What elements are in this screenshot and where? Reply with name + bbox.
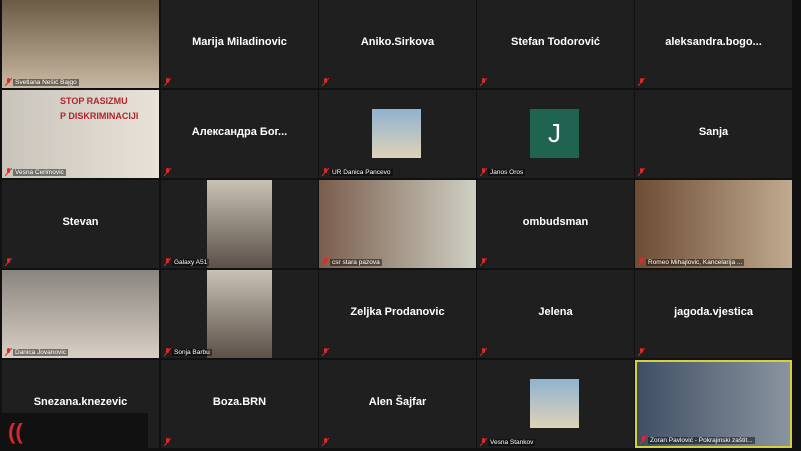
participant-label: Janos Oros: [488, 169, 526, 176]
participant-tile[interactable]: UR Danica Pancevo: [319, 90, 476, 178]
participant-label: Galaxy A51: [172, 259, 210, 266]
muted-icon: [638, 168, 645, 176]
sign-line: STOP RASIZMU: [60, 96, 128, 106]
participant-tile[interactable]: Zoran Pavlović - Pokrajinski zaštit...: [635, 360, 792, 448]
display-name: Stefan Todorović: [510, 36, 601, 48]
participant-label: Vesna Cerimovic: [13, 169, 66, 176]
participant-label: Svetlana Nešić Bajgo: [13, 79, 79, 86]
participant-tile[interactable]: Boza.BRN: [161, 360, 318, 448]
participant-label: Danica Jovanovic: [13, 349, 68, 356]
muted-icon: [638, 348, 645, 356]
display-name: Aniko.Sirkova: [360, 36, 435, 48]
participant-tile[interactable]: Alen Šajfar: [319, 360, 476, 448]
video-feed: [207, 270, 272, 358]
muted-icon: [638, 78, 645, 86]
participant-tile[interactable]: aleksandra.bogo...: [635, 0, 792, 88]
muted-icon: [5, 258, 12, 266]
participant-tile[interactable]: csr stara pazova: [319, 180, 476, 268]
participant-tile[interactable]: Александра Бог...: [161, 90, 318, 178]
participant-tile[interactable]: Galaxy A51: [161, 180, 318, 268]
participant-tile[interactable]: Vesna Stankov: [477, 360, 634, 448]
display-name: Marija Miladinovic: [192, 36, 287, 48]
display-name: aleksandra.bogo...: [665, 36, 762, 48]
muted-icon: [5, 78, 12, 86]
muted-icon: [480, 438, 487, 446]
muted-icon: [322, 78, 329, 86]
participant-tile[interactable]: Zeljka Prodanovic: [319, 270, 476, 358]
participant-tile[interactable]: Romeo Mihajlovic, Kancelarija ...: [635, 180, 792, 268]
muted-icon: [480, 78, 487, 86]
participant-tile[interactable]: Marija Miladinovic: [161, 0, 318, 88]
participant-tile[interactable]: Aniko.Sirkova: [319, 0, 476, 88]
display-name: Stevan: [62, 216, 99, 228]
avatar: J: [530, 109, 579, 158]
participant-tile[interactable]: J Janos Oros: [477, 90, 634, 178]
participant-tile[interactable]: STOP RASIZMU P DISKRIMINACIJI Vesna Cerimo…: [2, 90, 159, 178]
participant-label: Sonja Barbu: [172, 349, 212, 356]
muted-icon: [5, 168, 12, 176]
participant-label: csr stara pazova: [330, 259, 382, 266]
muted-icon: [5, 348, 12, 356]
participant-label: Romeo Mihajlovic, Kancelarija ...: [646, 259, 745, 266]
participant-label: Vesna Stankov: [488, 439, 536, 446]
participant-label: UR Danica Pancevo: [330, 169, 393, 176]
muted-icon: [480, 168, 487, 176]
display-name: Sanja: [698, 126, 729, 138]
display-name: jagoda.vjestica: [674, 306, 753, 318]
muted-icon: [322, 348, 329, 356]
participant-label: Zoran Pavlović - Pokrajinski zaštit...: [648, 437, 755, 444]
profile-picture: [530, 379, 579, 428]
display-name: Boza.BRN: [212, 396, 267, 408]
muted-icon: [164, 438, 171, 446]
participant-tile[interactable]: Sanja: [635, 90, 792, 178]
participant-tile[interactable]: Sonja Barbu: [161, 270, 318, 358]
participant-tile[interactable]: ombudsman: [477, 180, 634, 268]
display-name: Alen Šajfar: [368, 396, 427, 408]
muted-icon: [480, 258, 487, 266]
participant-tile[interactable]: Jelena: [477, 270, 634, 358]
participant-tile[interactable]: Stefan Todorović: [477, 0, 634, 88]
display-name: Jelena: [538, 306, 573, 318]
muted-icon: [322, 258, 329, 266]
display-name: Zeljka Prodanovic: [350, 306, 445, 318]
display-name: Александра Бог...: [191, 126, 288, 138]
muted-icon: [480, 348, 487, 356]
muted-icon: [322, 438, 329, 446]
muted-icon: [164, 168, 171, 176]
participant-tile[interactable]: Stevan: [2, 180, 159, 268]
ombudsman-logo: (( Омбудсман: [0, 413, 148, 451]
muted-icon: [638, 258, 645, 266]
participant-tile[interactable]: Svetlana Nešić Bajgo: [2, 0, 159, 88]
display-name: Snezana.knezevic: [33, 396, 128, 408]
muted-icon: [322, 168, 329, 176]
participant-tile[interactable]: Danica Jovanovic: [2, 270, 159, 358]
muted-icon: [640, 436, 647, 444]
muted-icon: [164, 258, 171, 266]
sign-line: P DISKRIMINACIJI: [60, 111, 139, 121]
display-name: ombudsman: [522, 216, 589, 228]
sign: STOP RASIZMU P DISKRIMINACIJI: [60, 94, 138, 124]
video-feed: [207, 180, 272, 268]
muted-icon: [164, 348, 171, 356]
muted-icon: [164, 78, 171, 86]
profile-picture: [372, 109, 421, 158]
participant-tile[interactable]: jagoda.vjestica: [635, 270, 792, 358]
